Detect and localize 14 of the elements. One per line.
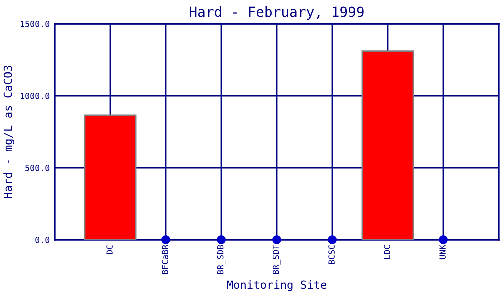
x-tick-label: UNK	[440, 244, 446, 260]
x-tick-label: BR_SDT	[272, 245, 282, 274]
x-tick-label: DC	[106, 246, 113, 254]
y-axis-title: Hard - mg/L as CaCO3	[4, 66, 14, 198]
y-tick-label: 500.0	[26, 165, 50, 172]
y-tick-label: 0.0	[36, 237, 50, 244]
x-tick-label: BR_SDB	[217, 245, 226, 274]
x-tick-label: BFCaBR	[162, 244, 168, 274]
chart-title: Hard - February, 1999	[190, 6, 364, 20]
y-tick-label: 1000.0	[21, 93, 50, 100]
y-tick-label: 1500.0	[21, 21, 50, 28]
x-tick-label: LDC	[384, 246, 390, 260]
x-tick-label: BCSC	[328, 246, 335, 264]
x-axis-title: Monitoring Site	[227, 280, 327, 292]
